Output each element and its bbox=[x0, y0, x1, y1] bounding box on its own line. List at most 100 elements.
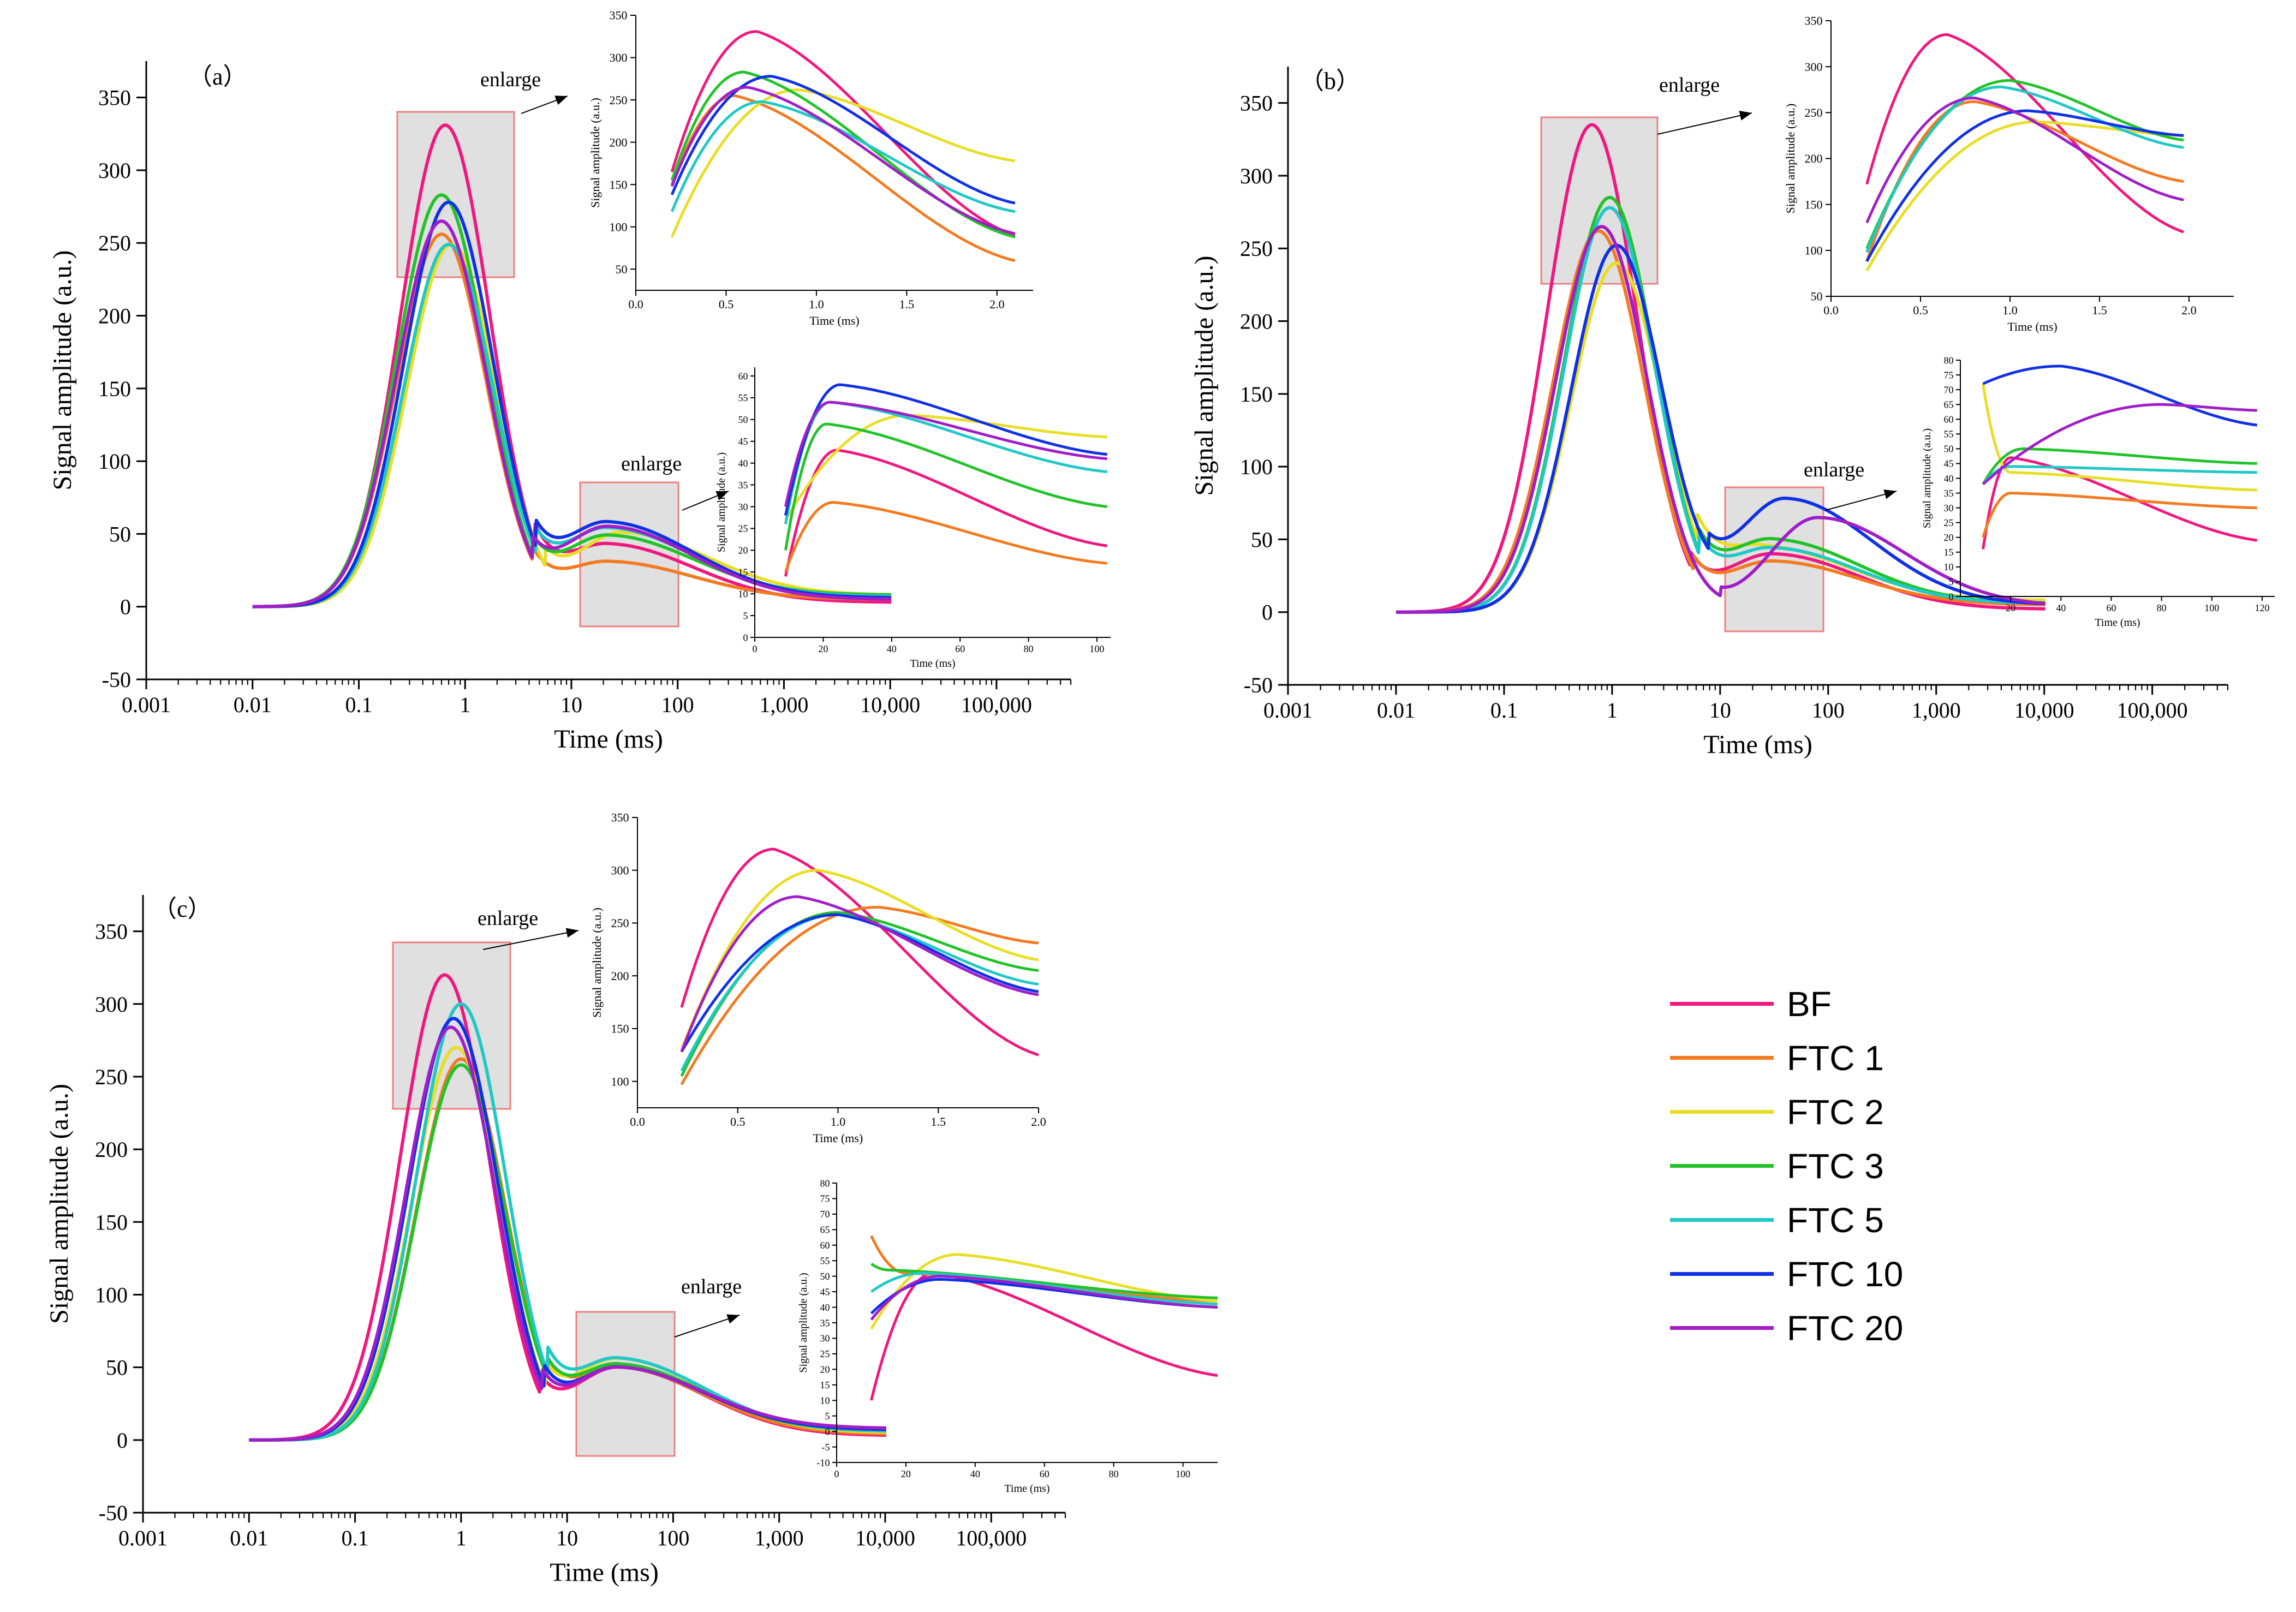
y-tick-label: 350 bbox=[611, 811, 629, 825]
x-tick-label: 100,000 bbox=[2117, 698, 2188, 723]
y-axis-title: Signal amplitude (a.u.) bbox=[48, 250, 77, 491]
y-tick-label: 50 bbox=[109, 522, 131, 546]
x-tick-label: 100 bbox=[2204, 602, 2219, 613]
y-tick-label: 25 bbox=[820, 1348, 830, 1359]
x-tick-label: 0.0 bbox=[628, 297, 643, 311]
y-axis-title: Signal amplitude (a.u.) bbox=[588, 98, 602, 208]
y-tick-label: 10 bbox=[738, 588, 748, 599]
x-axis-title: Time (ms) bbox=[910, 658, 955, 670]
x-tick-label: 60 bbox=[2106, 602, 2116, 613]
x-tick-label: 10,000 bbox=[860, 692, 920, 717]
legend-swatch bbox=[1670, 1326, 1774, 1330]
y-tick-label: 300 bbox=[1240, 164, 1273, 188]
y-tick-label: 30 bbox=[820, 1333, 830, 1344]
inset-series-ftc-20 bbox=[1865, 97, 2184, 224]
arrow-head bbox=[1883, 489, 1897, 499]
inset-series-ftc-5 bbox=[1982, 465, 2257, 485]
y-tick-label: 0 bbox=[743, 632, 748, 643]
legend-swatch bbox=[1670, 1218, 1774, 1222]
x-axis-title: Time (ms) bbox=[554, 725, 663, 754]
series-line-ftc-1 bbox=[1395, 229, 2046, 614]
chart-panel-2: 0.001 0.01 0.1 1 10 100 1,000 10,000 100,000-500… bbox=[1190, 14, 2275, 759]
y-tick-label: 45 bbox=[1944, 458, 1954, 469]
legend-item-bf: BF bbox=[1670, 977, 2052, 1031]
inset-series-bf bbox=[1865, 33, 2185, 234]
inset-series-ftc-10 bbox=[1982, 365, 2258, 427]
enlarge-label: enlarge bbox=[1659, 74, 1720, 97]
x-axis-title: Time (ms) bbox=[2007, 320, 2057, 333]
x-tick-label: 120 bbox=[2255, 602, 2269, 613]
y-tick-label: 50 bbox=[106, 1356, 128, 1380]
y-tick-label: 10 bbox=[1944, 562, 1954, 572]
y-tick-label: 350 bbox=[98, 86, 131, 110]
x-tick-label: 2.0 bbox=[989, 297, 1005, 311]
y-tick-label: 20 bbox=[1944, 532, 1954, 543]
y-tick-label: 40 bbox=[820, 1302, 830, 1313]
y-tick-label: 30 bbox=[1944, 503, 1954, 514]
legend-item-ftc-10: FTC 10 bbox=[1670, 1247, 2052, 1301]
y-tick-label: 5 bbox=[743, 610, 748, 621]
x-tick-label: 1.0 bbox=[809, 297, 824, 311]
y-tick-label: 50 bbox=[738, 414, 748, 425]
y-tick-label: 70 bbox=[820, 1209, 830, 1220]
y-tick-label: -10 bbox=[817, 1457, 830, 1468]
legend-item-ftc-5: FTC 5 bbox=[1670, 1193, 2052, 1247]
y-tick-label: 100 bbox=[610, 220, 628, 234]
y-tick-label: 65 bbox=[1944, 399, 1954, 410]
y-tick-label: 250 bbox=[98, 231, 131, 255]
arrow-head bbox=[565, 928, 579, 938]
inset-series-ftc-5 bbox=[670, 100, 1016, 213]
y-tick-label: 40 bbox=[1944, 473, 1954, 484]
arrow-head bbox=[715, 491, 729, 500]
x-tick-label: 1.5 bbox=[931, 1115, 946, 1129]
y-tick-label: 55 bbox=[820, 1256, 830, 1267]
series-line-ftc-5 bbox=[1395, 206, 2046, 614]
y-tick-label: 200 bbox=[1805, 152, 1823, 165]
series-line-bf bbox=[248, 973, 887, 1442]
inset-series-ftc-5 bbox=[1865, 85, 2184, 253]
series-line-ftc-20 bbox=[1395, 225, 2046, 614]
y-tick-label: 100 bbox=[98, 449, 131, 474]
enlarge-arrow bbox=[1657, 112, 1752, 135]
y-tick-label: 0 bbox=[120, 595, 131, 619]
inset-series-ftc-5 bbox=[870, 1271, 1218, 1306]
x-tick-label: 0.1 bbox=[342, 1526, 369, 1550]
enlarge-arrow bbox=[482, 930, 579, 950]
y-tick-label: 5 bbox=[1949, 576, 1954, 587]
inset-series-ftc-2 bbox=[870, 1253, 1218, 1330]
x-tick-label: 1 bbox=[1607, 698, 1618, 723]
y-tick-label: 0 bbox=[825, 1426, 830, 1437]
y-tick-label: 50 bbox=[1811, 290, 1823, 303]
y-tick-label: 80 bbox=[820, 1178, 830, 1189]
series-line-ftc-20 bbox=[248, 1025, 887, 1442]
y-tick-label: 250 bbox=[1805, 106, 1823, 120]
y-tick-label: -5 bbox=[822, 1442, 830, 1453]
x-tick-label: 1 bbox=[456, 1526, 467, 1550]
y-tick-label: 150 bbox=[610, 178, 628, 192]
inset-series-ftc-2 bbox=[1982, 383, 2257, 492]
y-tick-label: 300 bbox=[98, 158, 131, 183]
x-tick-label: 2.0 bbox=[1031, 1115, 1046, 1129]
enlarge-label: enlarge bbox=[1804, 458, 1864, 481]
y-tick-label: 300 bbox=[95, 992, 128, 1017]
inset-series-bf bbox=[680, 847, 1039, 1056]
x-tick-label: 0.1 bbox=[1490, 698, 1518, 723]
inset-series-ftc-3 bbox=[1865, 79, 2184, 249]
inset-series-ftc-10 bbox=[670, 75, 1016, 205]
legend-swatch bbox=[1670, 1164, 1774, 1168]
y-tick-label: 45 bbox=[820, 1286, 830, 1297]
legend-label: FTC 1 bbox=[1787, 1038, 1884, 1078]
y-tick-label: 250 bbox=[610, 93, 628, 107]
legend-label: FTC 10 bbox=[1787, 1254, 1904, 1294]
inset-series-ftc-20 bbox=[670, 86, 1016, 235]
y-tick-label: 100 bbox=[1805, 244, 1823, 258]
x-tick-label: 0 bbox=[834, 1468, 839, 1479]
y-tick-label: 50 bbox=[1944, 444, 1954, 455]
x-tick-label: 10 bbox=[1709, 698, 1731, 723]
x-tick-label: 2.0 bbox=[2181, 303, 2197, 317]
x-tick-label: 10,000 bbox=[2014, 698, 2074, 723]
x-tick-label: 100 bbox=[657, 1526, 689, 1550]
x-tick-label: 100,000 bbox=[961, 692, 1032, 717]
inset-series-ftc-20 bbox=[870, 1275, 1218, 1321]
inset-series-ftc-20 bbox=[784, 401, 1107, 508]
